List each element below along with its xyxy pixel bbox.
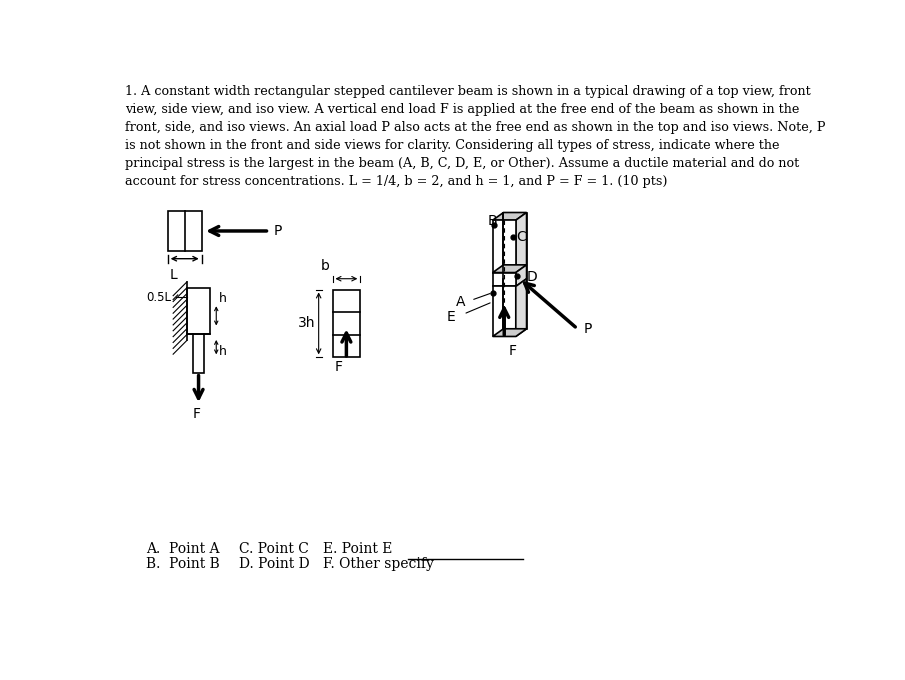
Text: F: F	[335, 360, 342, 374]
Polygon shape	[516, 212, 527, 273]
Text: D. Point D: D. Point D	[239, 558, 310, 571]
Text: D: D	[527, 270, 538, 284]
Text: F. Other specify: F. Other specify	[323, 558, 434, 571]
Text: E: E	[447, 310, 456, 324]
Text: L: L	[170, 268, 177, 282]
Polygon shape	[492, 265, 527, 273]
Text: E. Point E: E. Point E	[323, 542, 393, 556]
Text: 1. A constant width rectangular stepped cantilever beam is shown in a typical dr: 1. A constant width rectangular stepped …	[125, 86, 825, 188]
Polygon shape	[516, 265, 527, 286]
Text: A.  Point A: A. Point A	[147, 542, 220, 556]
Polygon shape	[516, 279, 527, 337]
Polygon shape	[492, 286, 516, 337]
Text: b: b	[320, 258, 329, 273]
Text: P: P	[584, 322, 592, 336]
Text: C: C	[517, 230, 527, 244]
Polygon shape	[492, 273, 516, 286]
Text: P: P	[273, 224, 281, 238]
Text: B.  Point B: B. Point B	[147, 558, 220, 571]
Polygon shape	[492, 220, 516, 273]
Text: F: F	[193, 407, 200, 422]
Text: 3h: 3h	[298, 316, 316, 330]
Text: h: h	[219, 345, 226, 358]
Polygon shape	[492, 212, 527, 220]
Text: A: A	[456, 295, 466, 309]
Polygon shape	[492, 328, 527, 337]
Text: h: h	[219, 292, 226, 305]
Text: F: F	[509, 344, 517, 358]
Text: C. Point C: C. Point C	[239, 542, 309, 556]
Text: B: B	[488, 214, 498, 228]
Text: 0.5L: 0.5L	[147, 291, 172, 304]
